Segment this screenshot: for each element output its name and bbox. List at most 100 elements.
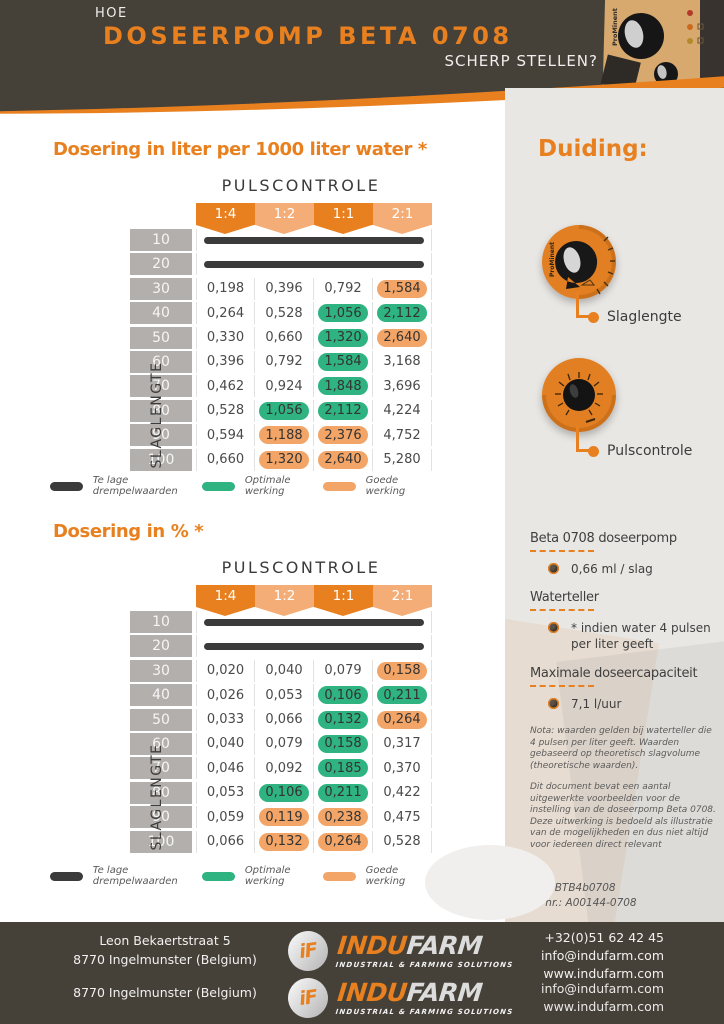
slaglengte-row-label: 30 xyxy=(130,659,192,682)
legend-swatch xyxy=(50,481,83,491)
legend-swatch xyxy=(50,871,83,881)
value-cell: 0,370 xyxy=(373,757,432,780)
value-pill-good: 0,119 xyxy=(259,808,309,827)
spec-group: Maximale doseercapaciteit 7,1 l/uur xyxy=(530,666,720,712)
legend-label: Te lage drempelwaarden xyxy=(92,475,178,497)
table-row: 40 0,264 0,528 1,056 2,112 xyxy=(130,302,432,325)
legend-label: Goede werking xyxy=(365,475,406,497)
value-cell: 0,330 xyxy=(196,326,255,349)
row-axis-label: SLAGLENGTE xyxy=(149,743,165,851)
low-threshold-bar xyxy=(204,260,424,268)
spec-item: 7,1 l/uur xyxy=(530,696,720,712)
value-cell: 0,106 xyxy=(314,684,373,707)
slaglengte-row-label: 20 xyxy=(130,253,192,276)
pulse-ratio-column-header: 2:1 xyxy=(373,203,432,234)
value-cell: 0,528 xyxy=(255,302,314,325)
logo-name-right: FARM xyxy=(405,978,484,1007)
spec-item: 0,66 ml / slag xyxy=(530,561,720,577)
table-row: 40 0,026 0,053 0,106 0,211 xyxy=(130,684,432,707)
logo-wordmark: INDUFARM INDUSTRIAL & FARMING SOLUTIONS xyxy=(335,931,517,969)
slaglengte-row-label: 70 xyxy=(130,757,192,780)
low-threshold-bar xyxy=(204,618,424,626)
table-row: 80 0,053 0,106 0,211 0,422 xyxy=(130,781,432,804)
note-paragraph: Dit document bevat een aantal uitgewerkt… xyxy=(530,782,716,850)
value-cell: 0,792 xyxy=(255,350,314,373)
value-pill-optimal: 1,056 xyxy=(259,401,309,420)
pulscontrole-header: PULSCONTROLE xyxy=(221,558,381,577)
value-cell: 0,475 xyxy=(373,806,432,829)
sidebar: Duiding: ProMinent Slaglengte xyxy=(505,88,724,922)
table-row: 50 0,330 0,660 1,320 2,640 xyxy=(130,326,432,349)
slaglengte-row-label: 90 xyxy=(130,806,192,829)
value-cell: 3,696 xyxy=(373,375,432,398)
value-cell: 0,040 xyxy=(196,732,255,755)
page-title: DOSEERPOMP BETA 0708 xyxy=(103,22,513,50)
contact-line: +32(0)51 62 42 45 xyxy=(544,930,664,945)
value-cell: 5,280 xyxy=(373,448,432,471)
value-cell: 0,020 xyxy=(196,659,255,682)
pulse-ratio-column-header: 2:1 xyxy=(373,585,432,616)
legend-swatch xyxy=(202,871,235,881)
value-cell: 1,188 xyxy=(255,424,314,447)
spec-text: * indien water 4 pulsen per liter geeft xyxy=(571,621,711,652)
slaglengte-knob-image: ProMinent xyxy=(542,225,616,299)
spec-underline xyxy=(530,550,594,552)
knob-bullet-icon xyxy=(548,697,559,709)
address-line: 8770 Ingelmunster (Belgium) xyxy=(73,985,257,1000)
pulscontrole-knob-image xyxy=(542,358,616,432)
spec-list: Beta 0708 doseerpomp 0,66 ml / slag Watert… xyxy=(530,531,720,725)
pump-knob xyxy=(618,13,664,59)
value-pill-good: 0,132 xyxy=(259,832,309,851)
value-cell: 0,238 xyxy=(314,806,373,829)
table-header-row: 1:4 1:2 1:1 2:1 xyxy=(130,585,432,616)
value-cell: 2,376 xyxy=(314,424,373,447)
value-cell: 4,752 xyxy=(373,424,432,447)
knob-bullet-icon xyxy=(548,563,559,574)
legend-item: Te lage drempelwaarden xyxy=(50,475,202,497)
value-pill-good: 0,264 xyxy=(377,710,427,729)
spec-text: 7,1 l/uur xyxy=(571,696,622,711)
value-cell: 0,660 xyxy=(255,326,314,349)
dosing-table: 1:4 1:2 1:1 2:1 10 20 30 0,198 0,396 0,792 1,584 4… xyxy=(130,203,432,473)
legend-swatch xyxy=(322,481,356,491)
slaglengte-row-label: 70 xyxy=(130,375,192,398)
low-threshold-cell xyxy=(196,229,432,251)
slaglengte-callout-label: Slaglengte xyxy=(607,309,682,325)
legend-label: Goede werking xyxy=(365,865,406,887)
value-cell: 1,848 xyxy=(314,375,373,398)
value-pill-optimal: 1,056 xyxy=(318,304,368,323)
slaglengte-row-label: 60 xyxy=(130,732,192,755)
value-cell: 0,396 xyxy=(196,350,255,373)
value-cell: 0,594 xyxy=(196,424,255,447)
value-pill-optimal: 1,320 xyxy=(318,328,368,347)
slaglengte-row-label: 10 xyxy=(130,611,192,633)
value-cell: 0,119 xyxy=(255,806,314,829)
legend-swatch xyxy=(322,871,356,881)
value-cell: 0,317 xyxy=(373,732,432,755)
low-threshold-cell xyxy=(196,635,432,658)
header-spacer xyxy=(130,585,196,607)
footer: Leon Bekaertstraat 5 8770 Ingelmunster (… xyxy=(0,922,724,1024)
slaglengte-row-label: 100 xyxy=(130,830,192,853)
value-cell: 3,168 xyxy=(373,350,432,373)
note-paragraph: Nota: waarden gelden bij waterteller die… xyxy=(530,726,712,771)
table-row: 50 0,033 0,066 0,132 0,264 xyxy=(130,708,432,731)
slaglengte-row-label: 80 xyxy=(130,399,192,422)
value-cell: 0,211 xyxy=(314,781,373,804)
spec-heading: Maximale doseercapaciteit xyxy=(530,665,698,681)
value-cell: 0,396 xyxy=(255,277,314,300)
table-row: 20 xyxy=(130,253,432,276)
pulscontrole-callout-label: Pulscontrole xyxy=(607,443,693,459)
table-row: 90 0,594 1,188 2,376 4,752 xyxy=(130,424,432,447)
value-cell: 0,462 xyxy=(196,375,255,398)
spec-heading: Waterteller xyxy=(530,590,599,606)
header-subtitle: SCHERP STELLEN? xyxy=(444,52,598,70)
logo-name-right: FARM xyxy=(405,931,484,960)
notes: Nota: waarden gelden bij waterteller die… xyxy=(530,726,716,861)
callout-dot xyxy=(588,446,599,457)
value-cell: 0,158 xyxy=(373,659,432,682)
value-pill-good: 0,238 xyxy=(318,808,368,827)
slaglengte-row-label: 30 xyxy=(130,277,192,300)
spec-group: Waterteller * indien water 4 pulsen per l… xyxy=(530,590,720,652)
